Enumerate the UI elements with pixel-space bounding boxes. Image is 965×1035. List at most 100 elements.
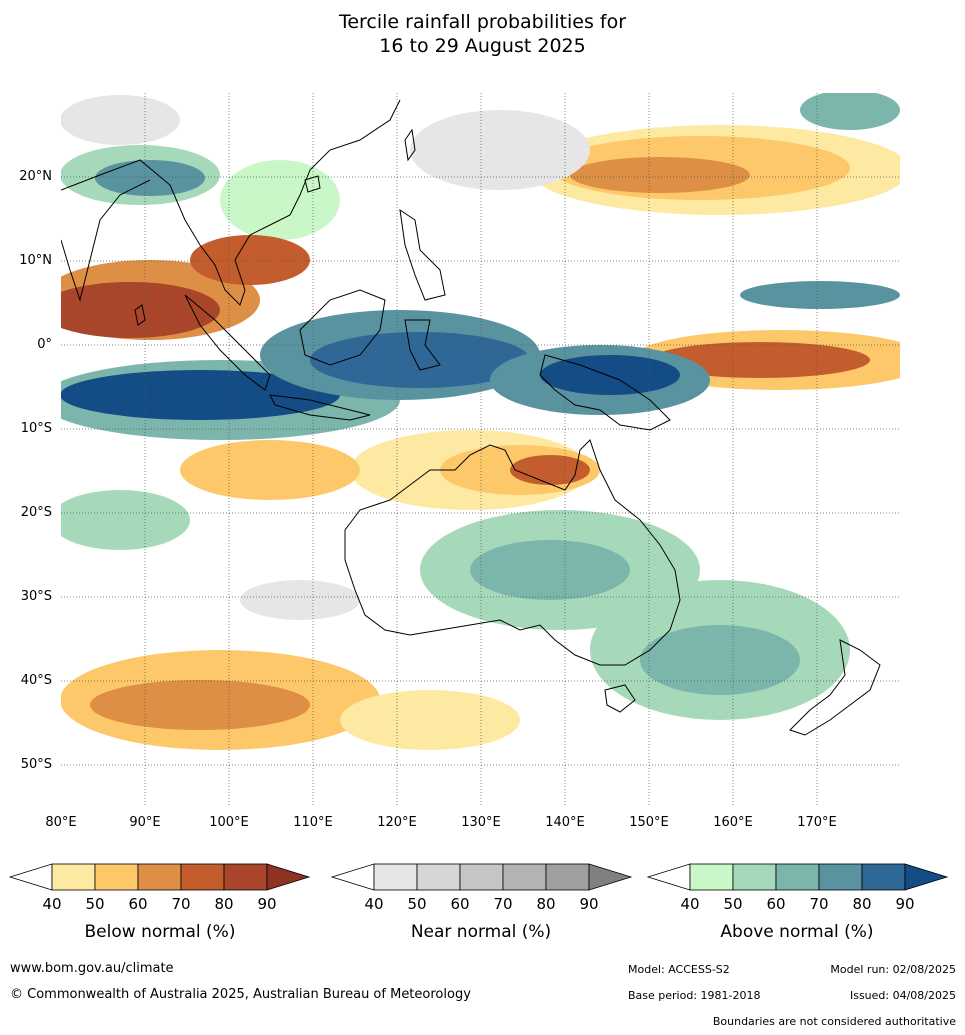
field-above-australia-2	[470, 540, 630, 600]
legend-below-title: Below normal (%)	[84, 922, 236, 942]
legend-above-normal-bar	[646, 863, 949, 891]
legend-swatch-lb-3	[137, 863, 182, 891]
legend-below-tick-60: 60	[128, 895, 148, 913]
lat-label-50s: 50°S	[20, 757, 52, 772]
footer-disclaimer: Boundaries are not considered authoritat…	[712, 1015, 956, 1028]
title-line-2: 16 to 29 August 2025	[379, 35, 586, 57]
legend-swatch-lb-6	[266, 863, 311, 891]
field-below-north-pacific-3	[570, 157, 750, 193]
legend-swatch-la-0	[646, 863, 691, 891]
footer-issued: Issued: 04/08/2025	[849, 989, 956, 1002]
legend-swatch-ln-0	[330, 863, 375, 891]
field-above-indian-ocean-south-2	[61, 370, 340, 420]
lon-label-130e: 130°E	[461, 815, 501, 830]
coast-borneo	[299, 289, 386, 366]
coast-tasmania	[604, 684, 636, 713]
legend-swatch-la-5	[861, 863, 906, 891]
lon-label-100e: 100°E	[209, 815, 249, 830]
field-near-south	[240, 580, 360, 620]
lon-label-110e: 110°E	[293, 815, 333, 830]
legend-above-title: Above normal (%)	[720, 922, 874, 942]
coast-asia-mainland	[61, 99, 401, 306]
field-above-bay-of-bengal-2	[95, 160, 205, 196]
coast-sri-lanka	[134, 304, 146, 326]
lon-label-120e: 120°E	[377, 815, 417, 830]
legend-swatch-ln-3	[459, 863, 504, 891]
legend-swatch-lb-2	[94, 863, 139, 891]
field-above-north-equatorial	[740, 281, 900, 309]
legend-swatch-la-2	[732, 863, 777, 891]
legend-above-tick-80: 80	[852, 895, 872, 913]
lon-label-90e: 90°E	[129, 815, 161, 830]
map-area: 20°N 10°N 0° 10°S 20°S 30°S 40°S 50°S 80…	[19, 93, 900, 830]
lat-label-20s: 20°S	[20, 505, 52, 520]
legend-swatch-la-3	[775, 863, 820, 891]
legend-near-tick-60: 60	[450, 895, 470, 913]
footer-copyright: © Commonwealth of Australia 2025, Austra…	[10, 987, 471, 1002]
legend-above-tick-60: 60	[766, 895, 786, 913]
legend-below-tick-50: 50	[85, 895, 105, 913]
lat-label-10s: 10°S	[20, 421, 52, 436]
footer-website-link[interactable]: www.bom.gov.au/climate	[10, 961, 174, 976]
legend-near-tick-40: 40	[364, 895, 384, 913]
field-below-southern-ocean-2	[90, 680, 310, 730]
field-near-north	[410, 110, 590, 190]
footer-model-run: Model run: 02/08/2025	[830, 963, 956, 976]
rainfall-map	[61, 93, 900, 806]
legend-above-tick-40: 40	[680, 895, 700, 913]
coast-hainan	[304, 175, 321, 193]
field-above-maritime-2	[310, 332, 530, 388]
legend-colorbars	[8, 863, 949, 891]
coast-java	[269, 394, 371, 421]
footer-model: Model: ACCESS-S2	[628, 963, 730, 976]
legend-below-normal-bar	[8, 863, 311, 891]
coast-india	[61, 179, 151, 302]
field-below-indochina	[190, 235, 310, 285]
legend-swatch-ln-5	[545, 863, 590, 891]
legend-swatch-la-1	[689, 863, 734, 891]
legend-swatch-lb-5	[223, 863, 268, 891]
legend-below-tick-40: 40	[42, 895, 62, 913]
legend-swatch-ln-6	[588, 863, 633, 891]
legend-above-tick-90: 90	[895, 895, 915, 913]
field-below-east-indian	[180, 440, 360, 500]
coast-new-zealand	[789, 639, 881, 736]
lon-label-150e: 150°E	[629, 815, 669, 830]
legend-swatch-la-4	[818, 863, 863, 891]
legend-above-tick-50: 50	[723, 895, 743, 913]
lat-label-10n: 10°N	[19, 253, 52, 268]
field-below-north-australia-3	[510, 455, 590, 485]
coast-australia	[344, 439, 681, 666]
field-near-northwest	[61, 95, 180, 145]
legend-below-tick-70: 70	[171, 895, 191, 913]
lat-label-30s: 30°S	[20, 589, 52, 604]
lon-label-80e: 80°E	[45, 815, 77, 830]
gridlines	[61, 93, 900, 806]
lon-label-160e: 160°E	[713, 815, 753, 830]
legend-below-tick-90: 90	[257, 895, 277, 913]
lat-label-20n: 20°N	[19, 169, 52, 184]
legend-below-tick-80: 80	[214, 895, 234, 913]
lon-label-140e: 140°E	[545, 815, 585, 830]
field-below-indian-ocean-2	[61, 282, 220, 338]
field-above-new-guinea-2	[540, 355, 680, 395]
coast-sumatra	[184, 294, 271, 391]
legend-swatch-ln-1	[373, 863, 418, 891]
field-above-tasman-2	[640, 625, 800, 695]
lat-label-40s: 40°S	[20, 673, 52, 688]
field-above-southwest-indian	[61, 490, 190, 550]
footer-base-period: Base period: 1981-2018	[628, 989, 761, 1002]
legend-above-tick-70: 70	[809, 895, 829, 913]
legend-swatch-la-6	[904, 863, 949, 891]
legend-near-title: Near normal (%)	[410, 922, 552, 942]
lon-label-170e: 170°E	[797, 815, 837, 830]
chart-title: Tercile rainfall probabilities for 16 to…	[0, 10, 965, 58]
legend-swatch-lb-0	[8, 863, 53, 891]
field-above-northeast	[800, 93, 900, 130]
lat-label-0: 0°	[37, 337, 52, 352]
legend-near-tick-90: 90	[579, 895, 599, 913]
coastlines	[61, 99, 881, 736]
title-line-1: Tercile rainfall probabilities for	[338, 11, 627, 33]
coast-new-guinea	[539, 354, 671, 431]
coast-philippines	[399, 208, 446, 301]
